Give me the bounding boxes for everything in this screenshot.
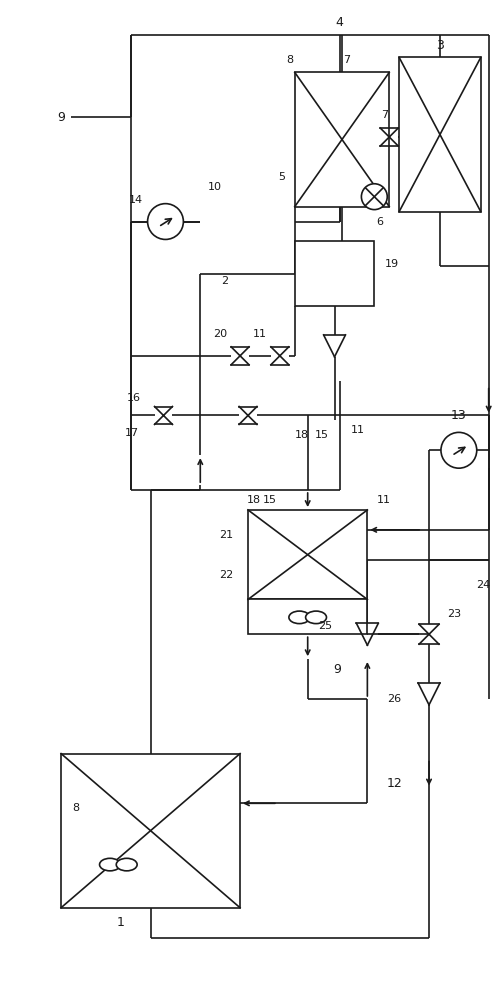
Bar xyxy=(61,754,240,908)
Bar xyxy=(248,599,367,634)
Text: 2: 2 xyxy=(222,276,229,286)
Ellipse shape xyxy=(100,858,120,871)
Text: 11: 11 xyxy=(350,425,364,435)
Text: 26: 26 xyxy=(387,694,401,704)
Text: 5: 5 xyxy=(278,172,285,182)
Circle shape xyxy=(148,204,183,239)
Text: 20: 20 xyxy=(213,329,227,339)
Text: 6: 6 xyxy=(376,217,383,227)
Text: 15: 15 xyxy=(263,495,277,505)
Text: 8: 8 xyxy=(72,803,79,813)
Ellipse shape xyxy=(289,611,310,624)
Text: 9: 9 xyxy=(57,111,65,124)
Circle shape xyxy=(361,184,387,210)
Text: 17: 17 xyxy=(124,428,139,438)
Text: 16: 16 xyxy=(127,393,141,403)
Text: 15: 15 xyxy=(314,430,329,440)
Text: 22: 22 xyxy=(219,570,233,580)
Text: 8: 8 xyxy=(287,55,294,65)
Circle shape xyxy=(441,432,477,468)
Ellipse shape xyxy=(305,611,327,624)
Text: 14: 14 xyxy=(129,195,143,205)
Text: 18: 18 xyxy=(295,430,309,440)
Bar xyxy=(399,57,481,212)
Text: 7: 7 xyxy=(381,110,388,120)
Bar xyxy=(295,241,374,306)
Bar xyxy=(248,510,367,599)
Text: 25: 25 xyxy=(319,621,333,631)
Text: 13: 13 xyxy=(451,409,467,422)
Text: 24: 24 xyxy=(477,580,491,590)
Text: 1: 1 xyxy=(117,916,124,929)
Text: 9: 9 xyxy=(334,663,342,676)
Ellipse shape xyxy=(116,858,137,871)
Text: 12: 12 xyxy=(387,777,402,790)
Text: 3: 3 xyxy=(436,39,444,52)
Bar xyxy=(295,72,389,207)
Text: 21: 21 xyxy=(219,530,233,540)
Text: 11: 11 xyxy=(253,329,267,339)
Text: 7: 7 xyxy=(343,55,351,65)
Text: 4: 4 xyxy=(336,16,343,29)
Text: 19: 19 xyxy=(385,259,399,269)
Text: 18: 18 xyxy=(247,495,261,505)
Text: 23: 23 xyxy=(447,609,461,619)
Text: 10: 10 xyxy=(208,182,222,192)
Text: 11: 11 xyxy=(377,495,391,505)
